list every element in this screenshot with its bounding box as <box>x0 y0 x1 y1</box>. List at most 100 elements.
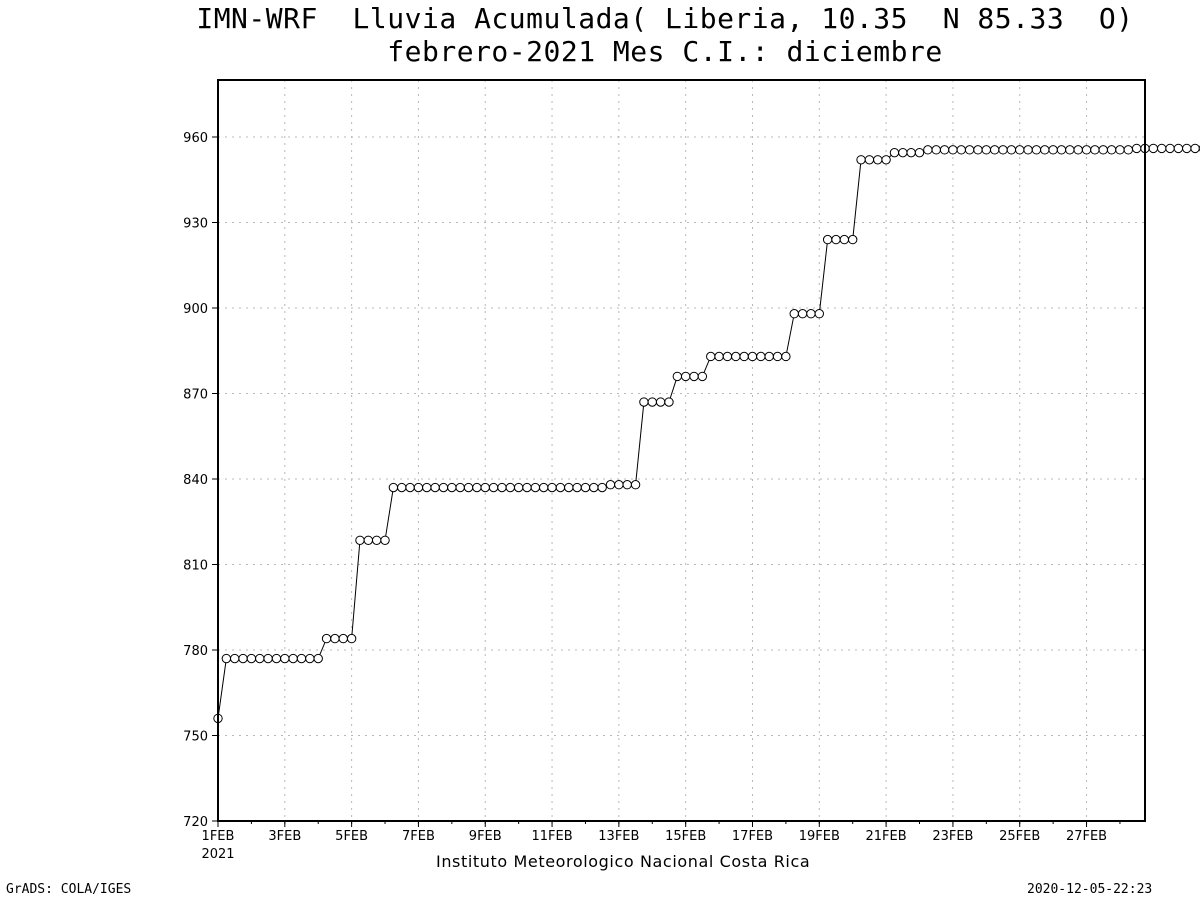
y-tick-label: 960 <box>183 131 208 146</box>
y-tick-label: 930 <box>183 217 208 232</box>
data-point <box>564 482 574 493</box>
data-point <box>1073 145 1083 155</box>
data-point <box>630 480 641 490</box>
data-point <box>1056 145 1067 155</box>
data-point <box>246 653 257 664</box>
data-point <box>647 397 657 407</box>
grads-credit: GrADS: COLA/IGES <box>6 882 132 897</box>
data-point <box>505 482 515 493</box>
data-point <box>1182 143 1192 154</box>
data-point <box>1115 145 1125 155</box>
data-point <box>455 482 465 493</box>
x-tick-label: 3FEB <box>268 829 301 844</box>
data-point <box>731 351 741 362</box>
data-point <box>831 234 841 245</box>
data-point <box>522 482 532 493</box>
data-point <box>1148 143 1159 154</box>
data-point <box>689 371 699 382</box>
data-point <box>280 653 290 664</box>
data-point <box>1065 145 1075 155</box>
data-point <box>939 145 950 155</box>
data-point <box>680 371 691 382</box>
data-point <box>597 482 607 493</box>
data-point <box>1131 143 1142 154</box>
data-point <box>230 653 240 664</box>
data-point <box>413 482 424 493</box>
data-point <box>956 145 966 155</box>
x-tick-label: 1FEB <box>202 829 235 844</box>
data-point <box>497 482 507 493</box>
data-point <box>313 653 323 664</box>
data-point <box>488 482 499 493</box>
data-point <box>889 147 900 158</box>
data-point <box>580 482 591 493</box>
data-point <box>822 234 833 245</box>
data-point <box>839 234 850 245</box>
data-point <box>1123 145 1134 155</box>
x-tick-label: 15FEB <box>665 829 706 844</box>
data-point <box>447 482 457 493</box>
data-point <box>1165 143 1175 154</box>
data-point <box>388 482 399 493</box>
data-point <box>981 145 992 155</box>
data-point <box>856 155 866 165</box>
axes <box>212 136 1121 827</box>
tick-labels: 720 750 780 810 840 870 900 930 960 1FEB 3FEB 5FEB 7… <box>183 131 1107 862</box>
data-point <box>271 653 282 664</box>
series-line <box>217 147 1200 719</box>
data-point <box>397 482 407 493</box>
data-point <box>622 480 632 490</box>
x-tick-label: 21FEB <box>866 829 907 844</box>
data-point <box>964 145 975 155</box>
data-point <box>238 653 248 664</box>
data-point <box>288 653 298 664</box>
data-point <box>714 351 724 362</box>
data-point <box>405 482 415 493</box>
x-tick-label: 23FEB <box>932 829 973 844</box>
data-point <box>973 145 983 155</box>
data-point <box>472 482 482 493</box>
data-point <box>438 482 449 493</box>
data-point <box>998 145 1008 155</box>
data-point <box>346 633 357 644</box>
data-point <box>1081 145 1092 155</box>
data-point <box>1098 145 1108 155</box>
data-point <box>330 633 340 644</box>
data-point <box>1023 145 1033 155</box>
y-tick-label: 870 <box>183 388 208 403</box>
data-point <box>923 145 933 155</box>
data-point <box>1190 143 1200 154</box>
data-point <box>1015 145 1025 155</box>
data-point <box>430 482 440 493</box>
data-point <box>948 145 958 155</box>
data-point <box>864 155 875 165</box>
data-point <box>898 147 908 158</box>
data-point <box>722 351 733 362</box>
data-point <box>480 482 490 493</box>
data-point <box>572 482 582 493</box>
x-tick-label: 9FEB <box>469 829 502 844</box>
x-tick-label: 5FEB <box>335 829 368 844</box>
x-tick-label: 27FEB <box>1066 829 1107 844</box>
data-point <box>555 482 566 493</box>
data-point <box>1090 145 1100 155</box>
data-point <box>1006 145 1017 155</box>
data-point <box>906 147 916 158</box>
x-tick-label: 13FEB <box>598 829 639 844</box>
x-tick-label: 11FEB <box>531 829 572 844</box>
y-tick-label: 900 <box>183 302 208 317</box>
data-point <box>814 309 824 319</box>
data-point <box>513 482 524 493</box>
data-point <box>873 155 883 165</box>
y-tick-label: 720 <box>183 815 208 830</box>
chart-subtitle: febrero-2021 Mes C.I.: diciembre <box>387 35 943 68</box>
data-point <box>706 351 716 362</box>
data-point <box>989 145 1000 155</box>
timestamp: 2020-12-05-22:23 <box>1027 882 1153 897</box>
data-point <box>614 480 624 490</box>
data-point <box>1173 143 1184 154</box>
x-year-label: 2021 <box>201 847 234 862</box>
data-point <box>848 234 858 245</box>
x-tick-label: 25FEB <box>999 829 1040 844</box>
data-point <box>806 309 816 319</box>
